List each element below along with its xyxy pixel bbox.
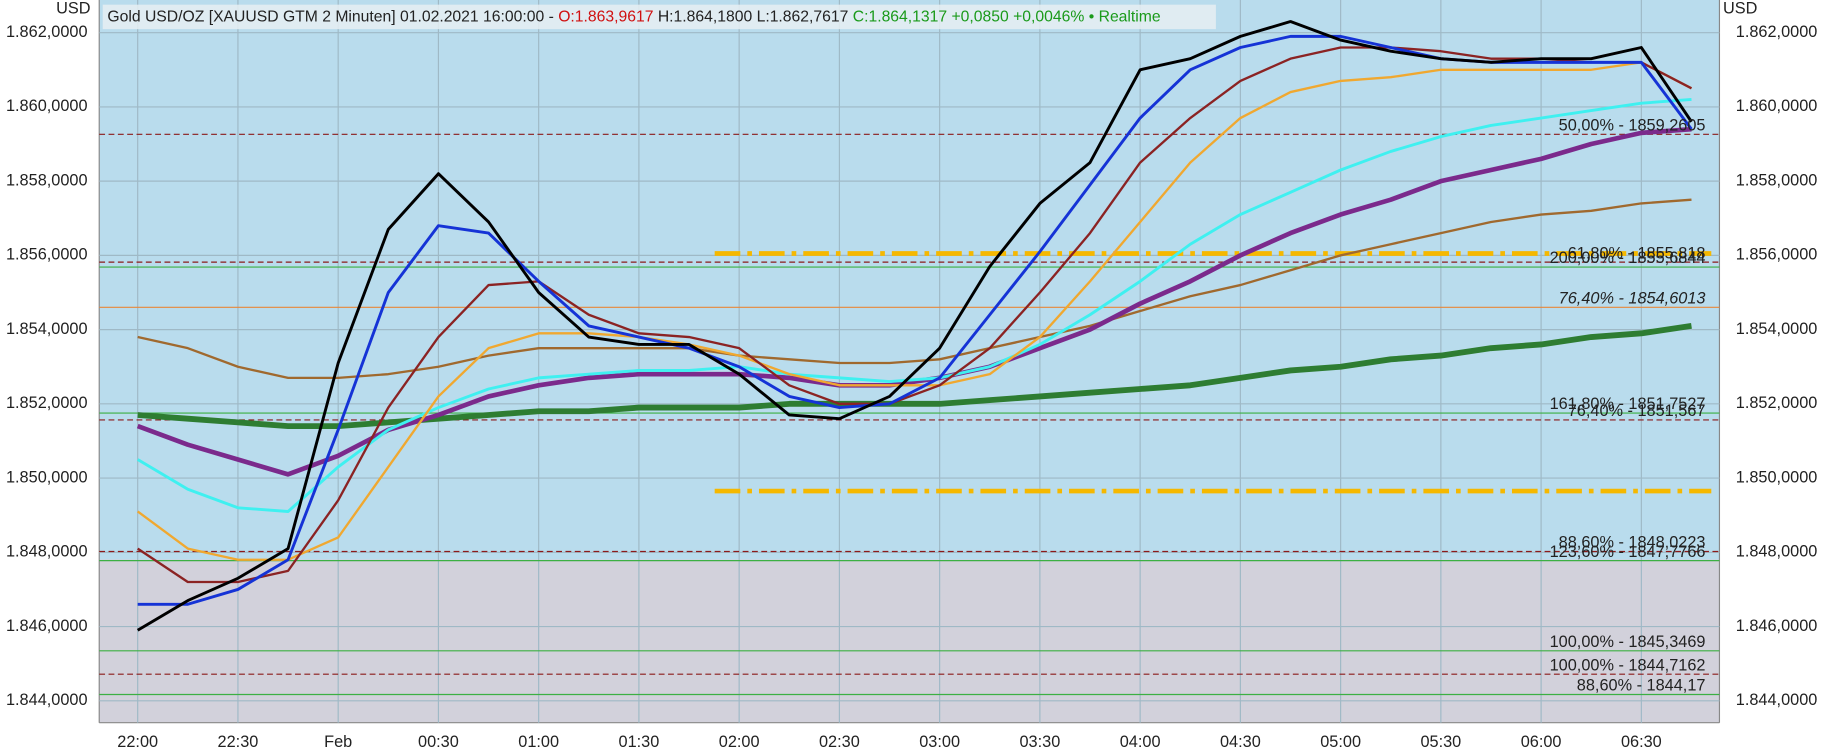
level-label: 100,00% - 1845,3469 (1550, 633, 1706, 651)
level-label: 200,00% - 1855,6844 (1550, 249, 1706, 267)
y-tick-label-right: 1.846,0000 (1736, 617, 1818, 635)
header-box (102, 4, 1216, 30)
series-line (136, 61, 1693, 561)
series (136, 20, 1693, 632)
y-tick-label-right: 1.844,0000 (1736, 691, 1818, 709)
y-tick-label: 1.852,0000 (6, 394, 88, 412)
y-tick-label: 1.856,0000 (6, 246, 88, 264)
volume-area (99, 559, 1720, 723)
currency-left: USD (56, 0, 90, 18)
x-tick-label: Feb (324, 733, 352, 751)
y-tick-label: 1.860,0000 (6, 97, 88, 115)
y-tick-label: 1.858,0000 (6, 171, 88, 189)
y-tick-label-right: 1.858,0000 (1736, 171, 1818, 189)
level-label: 61,80% - 1855,818 (1568, 244, 1706, 262)
y-tick-label-right: 1.862,0000 (1736, 23, 1818, 41)
level-label: 50,00% - 1859,2605 (1559, 117, 1706, 135)
y-tick-label: 1.850,0000 (6, 468, 88, 486)
x-tick-label: 02:00 (719, 733, 760, 751)
y-tick-label: 1.846,0000 (6, 617, 88, 635)
close: C:1.864,1317 +0,0850 +0,0046% • Realtime (853, 9, 1161, 26)
y-tick-label-right: 1.856,0000 (1736, 246, 1818, 264)
x-tick-label: 03:00 (919, 733, 960, 751)
x-tick-label: 05:30 (1420, 733, 1461, 751)
y-tick-label: 1.844,0000 (6, 691, 88, 709)
series-line (136, 20, 1693, 632)
series-line (136, 98, 1692, 513)
y-tick-label-right: 1.860,0000 (1736, 97, 1818, 115)
labels: 1.844,0000 1.844,0000 1.846,0000 1.846,0000… (6, 23, 1817, 751)
x-tick-label: 04:00 (1120, 733, 1161, 751)
y-tick-label-right: 1.854,0000 (1736, 320, 1818, 338)
series-line (137, 323, 1692, 430)
y-tick-label-right: 1.848,0000 (1736, 543, 1818, 561)
y-tick-label-right: 1.852,0000 (1736, 394, 1818, 412)
series-line (137, 198, 1692, 380)
x-tick-label: 00:30 (418, 733, 459, 751)
x-tick-label: 06:30 (1621, 733, 1662, 751)
level-label: 88,60% - 1848,0223 (1559, 534, 1706, 552)
x-tick-label: 04:30 (1220, 733, 1261, 751)
levels (99, 133, 1720, 696)
x-tick-label: 22:00 (117, 733, 158, 751)
y-tick-label: 1.862,0000 (6, 23, 88, 41)
open: O:1.863,9617 (558, 9, 653, 26)
x-tick-label: 01:30 (619, 733, 660, 751)
x-tick-label: 02:30 (819, 733, 860, 751)
y-tick-label: 1.854,0000 (6, 320, 88, 338)
x-tick-label: 06:00 (1521, 733, 1562, 751)
level-label: 161,80% - 1851,7527 (1550, 395, 1706, 413)
level-label: 76,40% - 1854,6013 (1559, 289, 1706, 307)
level-label: 100,00% - 1844,7162 (1550, 656, 1706, 674)
x-tick-label: 03:30 (1019, 733, 1060, 751)
x-tick-label: 22:30 (218, 733, 259, 751)
series-line (137, 46, 1693, 584)
level-label: 88,60% - 1844,17 (1577, 677, 1706, 695)
high-low: H:1.864,1800 L:1.862,7617 (653, 9, 852, 26)
level-label: 123,60% - 1847,7766 (1550, 543, 1706, 561)
y-tick-label-right: 1.850,0000 (1736, 468, 1818, 486)
x-tick-label: 01:00 (518, 733, 559, 751)
y-tick-label: 1.848,0000 (6, 543, 88, 561)
currency-right: USD (1723, 0, 1757, 18)
level-label: 76,40% - 1851,567 (1568, 402, 1706, 420)
header: Gold USD/OZ [XAUUSD GTM 2 Minuten] 01.02… (107, 9, 1160, 26)
x-tick-label: 05:00 (1320, 733, 1361, 751)
instrument: Gold USD/OZ [XAUUSD GTM 2 Minuten] 01.02… (107, 9, 558, 26)
